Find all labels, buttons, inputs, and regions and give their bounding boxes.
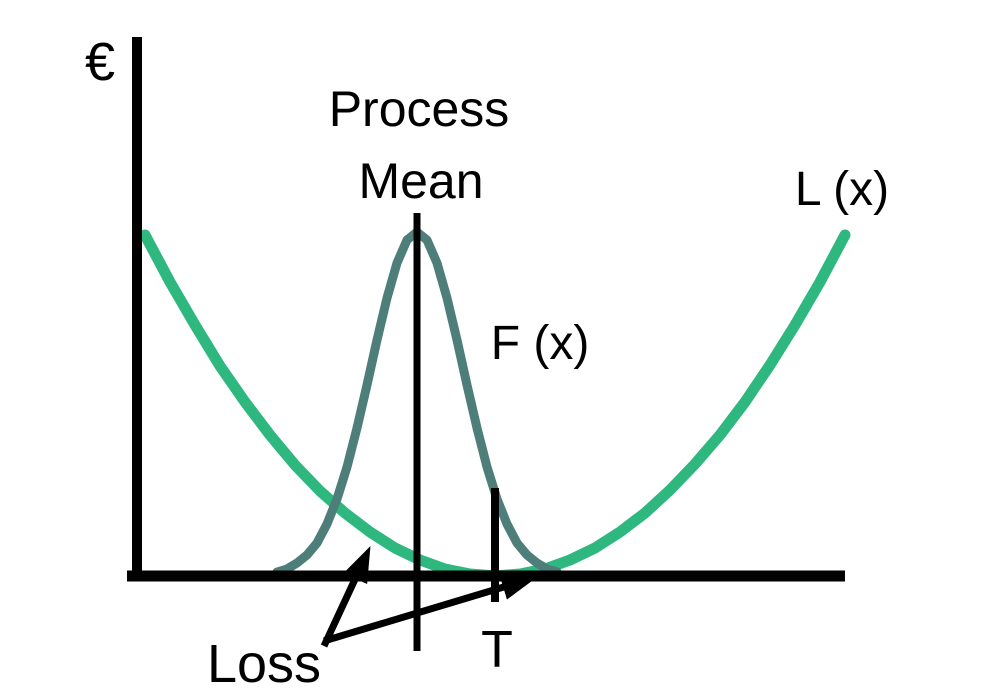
process-mean-label-line2: Mean (358, 153, 483, 209)
loss-curve-label: L (x) (795, 163, 889, 216)
target-label: T (481, 621, 513, 679)
distribution-curve-label: F (x) (491, 317, 590, 370)
loss-arrow-to-curve (320, 545, 371, 648)
loss-label: Loss (207, 634, 321, 694)
loss-arrow-to-target (322, 574, 538, 645)
y-axis-unit-label: € (85, 32, 115, 92)
process-mean-label-line1: Process (329, 81, 510, 137)
